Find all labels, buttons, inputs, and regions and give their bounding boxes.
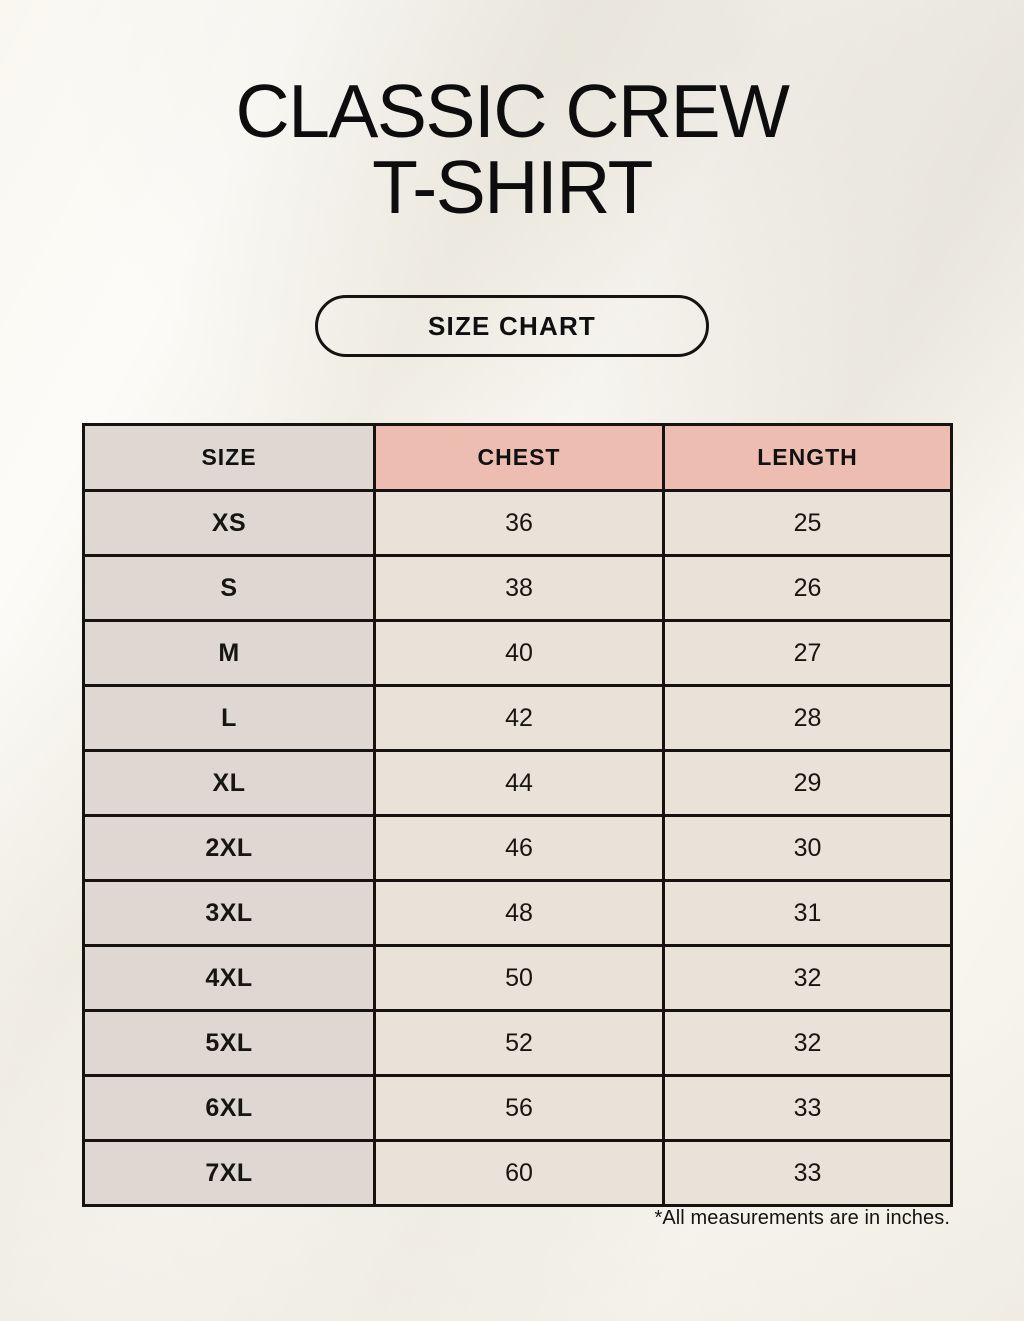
column-header-size: SIZE [82,423,376,492]
cell-chest: 50 [373,944,665,1012]
cell-size: L [82,684,376,752]
cell-chest: 52 [373,1009,665,1077]
measurements-footnote: *All measurements are in inches. [654,1207,950,1229]
cell-length: 30 [662,814,953,882]
cell-chest: 60 [373,1139,665,1207]
table-body: XS 36 25 S 38 26 M 40 27 L 42 28 XL 44 [82,489,953,1207]
cell-size: 4XL [82,944,376,1012]
cell-chest: 48 [373,879,665,947]
table-row: 4XL 50 32 [82,944,953,1012]
cell-chest: 56 [373,1074,665,1142]
cell-length: 33 [662,1074,953,1142]
cell-length: 27 [662,619,953,687]
table-row: L 42 28 [82,684,953,752]
cell-length: 25 [662,489,953,557]
cell-size: M [82,619,376,687]
table-row: 2XL 46 30 [82,814,953,882]
cell-size: XL [82,749,376,817]
size-chart-table: SIZE CHEST LENGTH XS 36 25 S 38 26 M 40 … [82,423,953,1207]
cell-size: XS [82,489,376,557]
table-row: XS 36 25 [82,489,953,557]
cell-size: 2XL [82,814,376,882]
cell-length: 26 [662,554,953,622]
cell-size: 7XL [82,1139,376,1207]
cell-chest: 40 [373,619,665,687]
table-row: 5XL 52 32 [82,1009,953,1077]
cell-size: 3XL [82,879,376,947]
cell-size: 6XL [82,1074,376,1142]
page-title: CLASSIC CREW T-SHIRT [235,69,790,229]
cell-size: S [82,554,376,622]
cell-length: 33 [662,1139,953,1207]
size-chart-badge: SIZE CHART [315,295,709,357]
cell-length: 29 [662,749,953,817]
table-row: 7XL 60 33 [82,1139,953,1207]
cell-size: 5XL [82,1009,376,1077]
cell-chest: 46 [373,814,665,882]
cell-length: 32 [662,944,953,1012]
size-chart-badge-container: SIZE CHART [0,295,1024,357]
cell-chest: 38 [373,554,665,622]
cell-length: 28 [662,684,953,752]
cell-chest: 36 [373,489,665,557]
table-header-row: SIZE CHEST LENGTH [82,423,953,492]
cell-chest: 44 [373,749,665,817]
column-header-chest: CHEST [373,423,665,492]
table-header: SIZE CHEST LENGTH [82,423,953,492]
table-row: M 40 27 [82,619,953,687]
column-header-length: LENGTH [662,423,953,492]
cell-chest: 42 [373,684,665,752]
cell-length: 32 [662,1009,953,1077]
table-row: 6XL 56 33 [82,1074,953,1142]
table-row: S 38 26 [82,554,953,622]
cell-length: 31 [662,879,953,947]
table-row: 3XL 48 31 [82,879,953,947]
table-row: XL 44 29 [82,749,953,817]
